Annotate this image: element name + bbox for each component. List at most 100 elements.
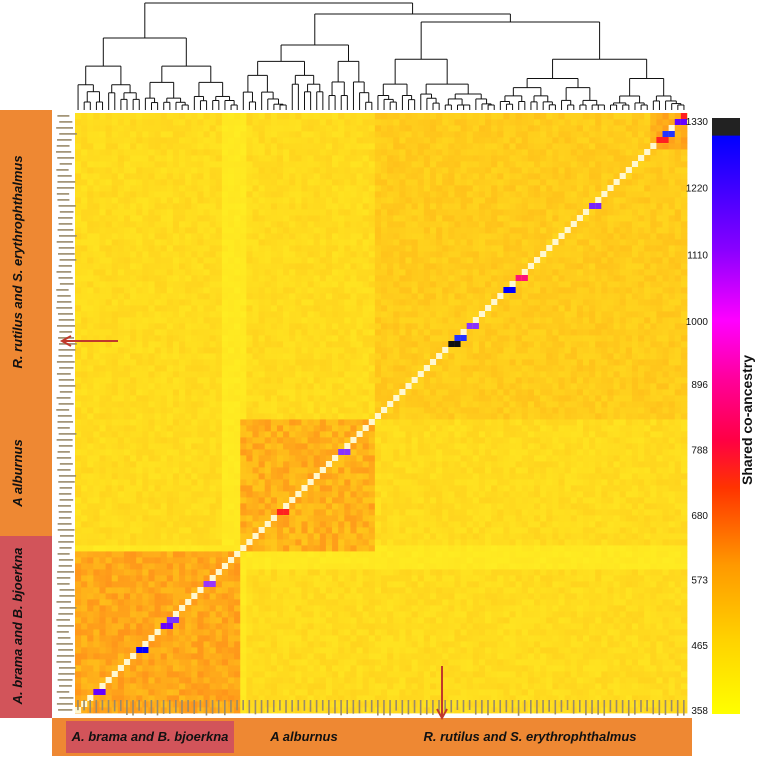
heatmap-cell: [111, 521, 119, 528]
heatmap-cell: [142, 515, 149, 522]
heatmap-cell: [75, 635, 82, 642]
heatmap-cell: [613, 485, 621, 492]
heatmap-cell: [497, 599, 504, 606]
heatmap-cell: [276, 473, 284, 480]
heatmap-cell: [638, 689, 645, 696]
heatmap-cell: [454, 503, 461, 510]
heatmap-cell: [405, 527, 412, 534]
heatmap-cell: [564, 437, 572, 444]
heatmap-cell: [319, 611, 327, 618]
heatmap-cell: [503, 623, 510, 630]
heatmap-cell: [662, 509, 670, 516]
heatmap-cell: [478, 521, 486, 528]
heatmap-cell: [625, 581, 633, 588]
heatmap-cell: [75, 497, 82, 504]
heatmap-cell: [423, 677, 431, 684]
heatmap-cell: [350, 551, 357, 558]
heatmap-cell: [534, 473, 541, 480]
heatmap-cell: [662, 491, 670, 498]
heatmap-cell: [160, 557, 168, 564]
heatmap-cell: [172, 455, 180, 462]
heatmap-cell: [485, 605, 492, 612]
heatmap-cell: [662, 617, 670, 624]
heatmap-cell: [234, 557, 241, 564]
heatmap-cell: [601, 611, 608, 618]
heatmap-cell: [130, 575, 137, 582]
heatmap-cell: [423, 689, 431, 696]
heatmap-cell: [399, 419, 406, 426]
heatmap-cell: [307, 413, 315, 420]
heatmap-cell: [442, 653, 449, 660]
heatmap-cell: [87, 419, 94, 426]
heatmap-cell: [319, 629, 327, 636]
heatmap-cell: [172, 635, 180, 642]
heatmap-cell: [75, 443, 82, 450]
heatmap-cell: [460, 641, 468, 648]
heatmap-cell: [185, 641, 192, 648]
heatmap-cell: [417, 635, 425, 642]
heatmap-cell: [332, 695, 339, 702]
heatmap-cell: [258, 479, 266, 486]
heatmap-cell: [111, 659, 119, 666]
heatmap-cell: [680, 419, 688, 426]
heatmap-cell: [631, 455, 639, 462]
heatmap-cell: [540, 557, 547, 564]
heatmap-cell: [307, 443, 315, 450]
heatmap-cell: [264, 515, 272, 522]
heatmap-cell: [552, 593, 559, 600]
heatmap-cell: [228, 455, 235, 462]
heatmap-cell: [117, 599, 125, 606]
heatmap-cell: [448, 467, 455, 474]
heatmap-cell: [166, 695, 174, 702]
heatmap-cell: [276, 629, 284, 636]
heatmap-cell: [99, 635, 106, 642]
heatmap-cell: [276, 647, 284, 654]
heatmap-cell: [105, 431, 113, 438]
heatmap-cell: [221, 599, 229, 606]
heatmap-cell: [582, 467, 590, 474]
heatmap-cell: [142, 431, 149, 438]
heatmap-cell: [601, 455, 608, 462]
heatmap-cell: [301, 617, 308, 624]
heatmap-cell: [338, 563, 345, 570]
heatmap-cell: [185, 563, 192, 570]
heatmap-cell: [381, 593, 388, 600]
heatmap-cell: [264, 491, 272, 498]
heatmap-cell: [387, 539, 394, 546]
heatmap-cell: [111, 665, 119, 672]
heatmap-cell: [540, 593, 547, 600]
heatmap-cell: [246, 611, 253, 618]
heatmap-cell: [228, 443, 235, 450]
heatmap-cell: [203, 623, 211, 630]
heatmap-cell: [405, 671, 412, 678]
heatmap-cell: [429, 617, 437, 624]
heatmap-cell: [595, 683, 602, 690]
heatmap-cell: [601, 587, 608, 594]
heatmap-cell: [148, 461, 155, 468]
heatmap-cell: [515, 641, 523, 648]
heatmap-cell: [203, 575, 211, 582]
heatmap-cell: [436, 617, 443, 624]
heatmap-cell: [546, 527, 553, 534]
heatmap-cell: [527, 455, 535, 462]
heatmap-cell: [546, 479, 553, 486]
heatmap-cell: [644, 641, 651, 648]
heatmap-cell: [668, 593, 676, 600]
heatmap-cell: [668, 461, 676, 468]
heatmap-cell: [631, 419, 639, 426]
heatmap-cell: [270, 641, 278, 648]
heatmap-cell: [258, 467, 266, 474]
heatmap-cell: [344, 467, 351, 474]
heatmap-cell: [631, 413, 639, 420]
heatmap-cell: [381, 413, 388, 420]
heatmap-cell: [313, 449, 321, 456]
heatmap-cell: [644, 563, 651, 570]
heatmap-cell: [252, 503, 259, 510]
heatmap-cell: [570, 671, 578, 678]
heatmap-cell: [601, 653, 608, 660]
heatmap-cell: [258, 455, 266, 462]
heatmap-cell: [203, 653, 211, 660]
heatmap-cell: [503, 431, 510, 438]
heatmap-cell: [301, 647, 308, 654]
heatmap-cell: [631, 503, 639, 510]
